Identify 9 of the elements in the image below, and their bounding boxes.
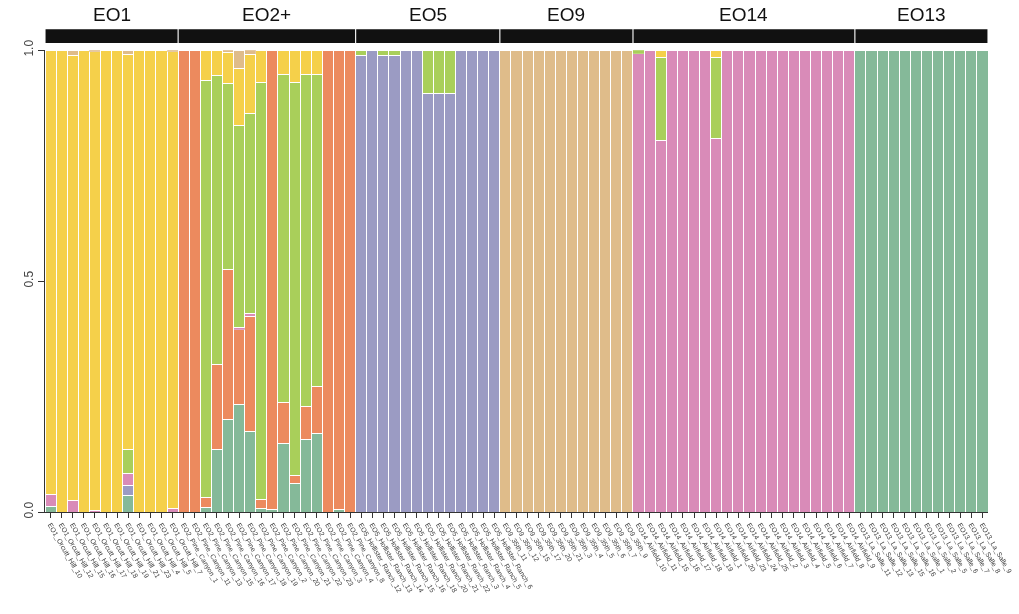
- text: EO2+: [242, 4, 292, 25]
- text: EO9: [547, 4, 586, 25]
- y-tick-label: 1.0: [22, 39, 37, 57]
- text: EO13: [897, 4, 946, 25]
- text: EO14: [719, 4, 769, 25]
- text: EO1: [93, 4, 132, 25]
- y-tick-label: 0.5: [22, 270, 37, 288]
- y-tick-label: 0.0: [22, 501, 37, 519]
- text: EO5: [409, 4, 448, 25]
